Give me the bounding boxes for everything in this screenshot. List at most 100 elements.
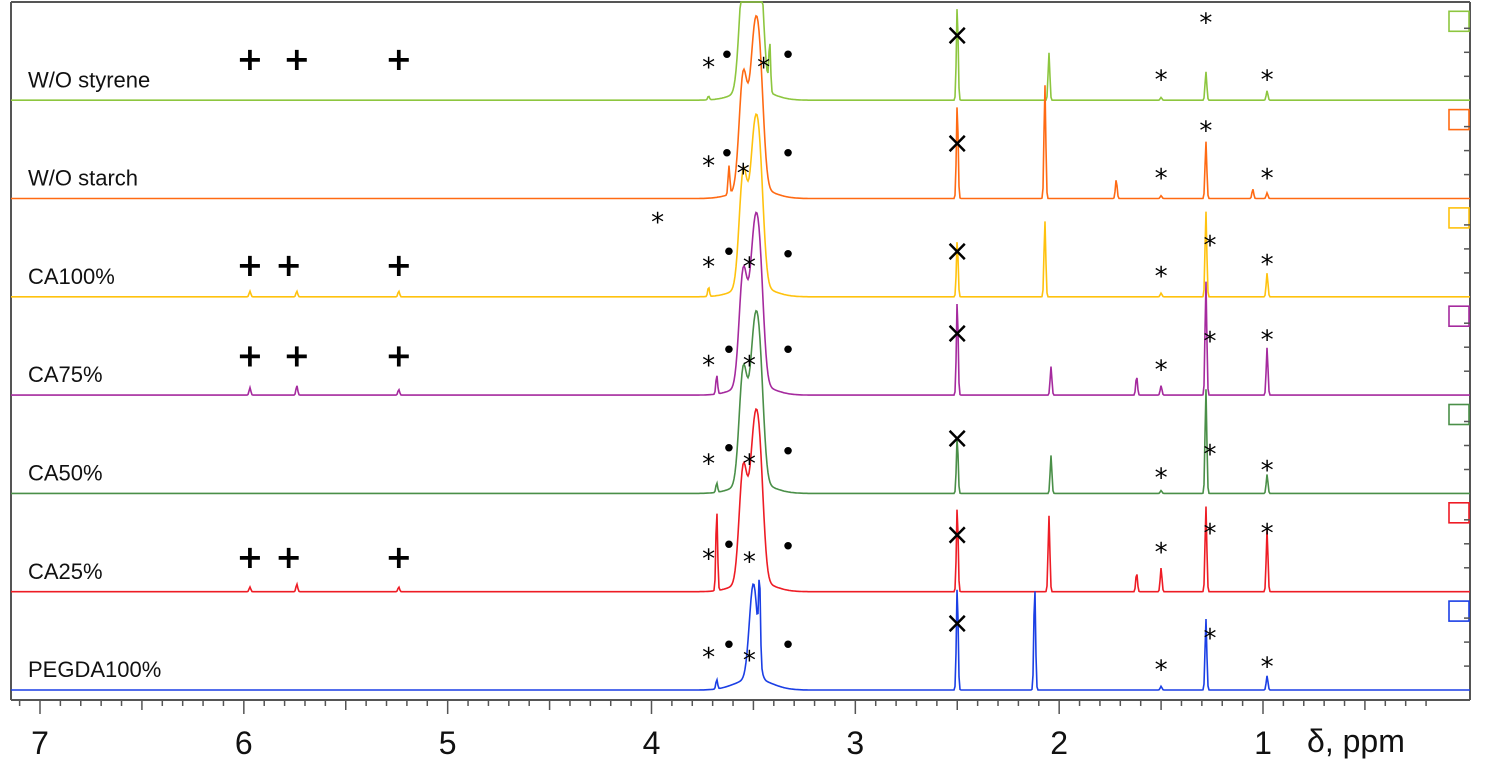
peak-marker: × bbox=[945, 316, 970, 351]
peak-marker: + bbox=[385, 538, 412, 576]
peak-marker: * bbox=[1261, 250, 1274, 280]
peak-marker: * bbox=[702, 449, 715, 479]
peak-marker: • bbox=[721, 434, 736, 464]
peak-marker: • bbox=[721, 631, 736, 661]
spectrum-line bbox=[11, 1, 1470, 101]
series-color-box bbox=[1448, 305, 1470, 328]
peak-marker: * bbox=[1261, 325, 1274, 355]
series-label: W/O starch bbox=[28, 166, 138, 191]
peak-marker: * bbox=[1155, 538, 1168, 568]
spectra-group bbox=[11, 1, 1470, 691]
series-label: W/O styrene bbox=[28, 67, 150, 92]
peak-marker: * bbox=[1199, 116, 1212, 146]
x-axis-title: δ, ppm bbox=[1307, 723, 1405, 759]
peak-marker: • bbox=[780, 533, 795, 563]
series-label: CA75% bbox=[28, 362, 103, 387]
spectrum-line bbox=[11, 112, 1470, 298]
peak-marker: * bbox=[1204, 624, 1217, 654]
peak-marker: * bbox=[1261, 164, 1274, 194]
x-tick-label: 5 bbox=[439, 725, 457, 761]
series-label: CA100% bbox=[28, 264, 115, 289]
series-color-box bbox=[1448, 501, 1470, 524]
peak-marker: * bbox=[743, 351, 756, 381]
x-tick-label: 1 bbox=[1254, 725, 1272, 761]
peak-marker: * bbox=[1204, 440, 1217, 470]
x-ticks-group: 7 6 5 4 3 2 1 bbox=[18, 27, 1470, 761]
series-box-group bbox=[1448, 10, 1470, 622]
peak-marker: + bbox=[385, 40, 412, 78]
series-color-box bbox=[1448, 600, 1470, 622]
peak-marker: * bbox=[702, 152, 715, 182]
peak-marker: • bbox=[780, 437, 795, 467]
series-color-box bbox=[1448, 10, 1470, 33]
peak-marker: * bbox=[1155, 464, 1168, 494]
peak-marker: * bbox=[1204, 519, 1217, 549]
peak-marker: • bbox=[719, 140, 734, 170]
peak-marker: * bbox=[702, 643, 715, 673]
spectrum-line bbox=[11, 211, 1470, 396]
peak-marker: • bbox=[780, 241, 795, 271]
peak-marker: • bbox=[780, 41, 795, 71]
peak-marker: * bbox=[1155, 655, 1168, 685]
peak-marker: × bbox=[945, 126, 970, 161]
peak-marker: + bbox=[283, 337, 310, 375]
peak-marker: • bbox=[780, 631, 795, 661]
peak-marker: * bbox=[702, 253, 715, 283]
peak-marker: • bbox=[721, 238, 736, 268]
peak-marker: • bbox=[721, 531, 736, 561]
peak-marker: * bbox=[1261, 519, 1274, 549]
peak-marker: * bbox=[1155, 356, 1168, 386]
series-color-box bbox=[1448, 403, 1470, 426]
peak-marker: + bbox=[385, 246, 412, 284]
peak-marker: + bbox=[237, 538, 264, 576]
peak-marker: * bbox=[757, 53, 770, 83]
peak-marker: + bbox=[237, 337, 264, 375]
plot-frame bbox=[10, 1, 1471, 701]
peak-marker: * bbox=[743, 449, 756, 479]
peak-marker: + bbox=[283, 40, 310, 78]
x-tick-label: 6 bbox=[235, 725, 253, 761]
peak-marker: * bbox=[702, 351, 715, 381]
peak-marker: • bbox=[780, 140, 795, 170]
peak-marker: * bbox=[1204, 327, 1217, 357]
peak-marker: + bbox=[275, 246, 302, 284]
peak-marker: * bbox=[1199, 9, 1212, 39]
x-tick-label: 4 bbox=[643, 725, 661, 761]
peak-marker: * bbox=[1155, 262, 1168, 292]
x-tick-label: 3 bbox=[846, 725, 864, 761]
peak-marker: + bbox=[237, 40, 264, 78]
peak-marker: * bbox=[743, 646, 756, 676]
peak-marker: + bbox=[237, 246, 264, 284]
peak-marker: * bbox=[1261, 66, 1274, 96]
peak-marker: • bbox=[721, 336, 736, 366]
peak-marker: + bbox=[385, 337, 412, 375]
peak-marker: * bbox=[737, 159, 750, 189]
peak-marker: * bbox=[702, 53, 715, 83]
series-label: CA25% bbox=[28, 559, 103, 584]
peak-marker: * bbox=[1261, 456, 1274, 486]
peak-marker: * bbox=[743, 548, 756, 578]
peak-marker: * bbox=[651, 208, 664, 238]
peak-marker: × bbox=[945, 606, 970, 641]
x-tick-label: 7 bbox=[31, 725, 49, 761]
peak-marker: • bbox=[780, 336, 795, 366]
spectrum-line bbox=[11, 14, 1470, 200]
peak-marker: * bbox=[1204, 231, 1217, 261]
spectrum-line bbox=[11, 407, 1470, 593]
series-color-box bbox=[1448, 207, 1470, 229]
marker-group: + + + * • * •×**** •*• ×****+ + + * • * • ×***+ + + * • * •×*… bbox=[237, 9, 1274, 686]
peak-marker: * bbox=[743, 253, 756, 283]
peak-marker: • bbox=[719, 41, 734, 71]
peak-marker: * bbox=[702, 545, 715, 575]
series-color-box bbox=[1448, 108, 1470, 131]
series-label: CA50% bbox=[28, 461, 103, 486]
x-tick-label: 2 bbox=[1050, 725, 1068, 761]
peak-marker: * bbox=[1155, 164, 1168, 194]
spectrum-line bbox=[11, 579, 1470, 691]
peak-marker: × bbox=[945, 234, 970, 269]
peak-marker: × bbox=[945, 421, 970, 456]
peak-marker: × bbox=[945, 18, 970, 53]
peak-marker: * bbox=[1261, 653, 1274, 683]
series-label: PEGDA100% bbox=[28, 657, 161, 682]
